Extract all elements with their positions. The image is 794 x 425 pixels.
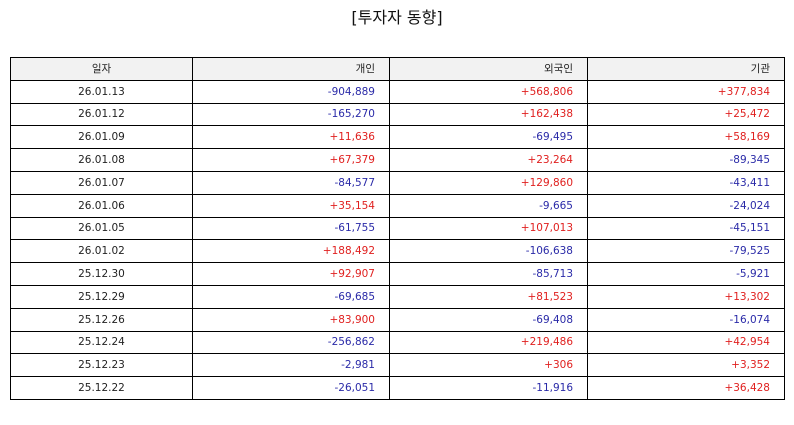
foreign-cell: +306 — [389, 353, 588, 378]
institution-cell: +377,834 — [587, 79, 785, 104]
individual-cell: +11,636 — [192, 125, 390, 150]
foreign-cell: +23,264 — [389, 148, 588, 172]
header-institution: 기관 — [587, 57, 785, 81]
foreign-cell: +219,486 — [389, 330, 588, 355]
institution-cell: -89,345 — [587, 148, 785, 172]
foreign-cell: +162,438 — [389, 102, 588, 127]
date-cell: 25.12.22 — [10, 376, 193, 400]
individual-cell: +67,379 — [192, 148, 390, 172]
page-title: [투자자 동향] — [351, 8, 443, 27]
institution-cell: +13,302 — [587, 284, 785, 309]
foreign-cell: -11,916 — [389, 376, 588, 400]
institution-cell: +3,352 — [587, 353, 785, 378]
institution-cell: -5,921 — [587, 262, 785, 286]
individual-cell: -84,577 — [192, 170, 390, 195]
table-row: 25.12.30 +92,907 -85,713 -5,921 — [10, 262, 785, 286]
table-row: 26.01.02 +188,492 -106,638 -79,525 — [10, 239, 785, 264]
individual-cell: -26,051 — [192, 376, 390, 400]
institution-cell: -43,411 — [587, 170, 785, 195]
date-cell: 26.01.08 — [10, 148, 193, 172]
foreign-cell: -69,408 — [389, 307, 588, 332]
foreign-cell: -9,665 — [389, 193, 588, 218]
foreign-cell: +107,013 — [389, 216, 588, 241]
date-cell: 26.01.06 — [10, 193, 193, 218]
date-cell: 26.01.13 — [10, 79, 193, 104]
date-cell: 26.01.02 — [10, 239, 193, 264]
header-individual: 개인 — [192, 57, 390, 81]
institution-cell: -79,525 — [587, 239, 785, 264]
institution-cell: +42,954 — [587, 330, 785, 355]
table-row: 25.12.26 +83,900 -69,408 -16,074 — [10, 307, 785, 332]
table-row: 26.01.09 +11,636 -69,495 +58,169 — [10, 125, 785, 150]
table-row: 26.01.07 -84,577 +129,860 -43,411 — [10, 170, 785, 195]
foreign-cell: +129,860 — [389, 170, 588, 195]
individual-cell: -61,755 — [192, 216, 390, 241]
table-header-row: 일자 개인 외국인 기관 — [10, 57, 785, 81]
date-cell: 26.01.09 — [10, 125, 193, 150]
individual-cell: -904,889 — [192, 79, 390, 104]
individual-cell: -165,270 — [192, 102, 390, 127]
individual-cell: +83,900 — [192, 307, 390, 332]
header-date: 일자 — [10, 57, 193, 81]
table-row: 26.01.12 -165,270 +162,438 +25,472 — [10, 102, 785, 127]
table-row: 25.12.24 -256,862 +219,486 +42,954 — [10, 330, 785, 355]
individual-cell: +92,907 — [192, 262, 390, 286]
table-row: 26.01.08 +67,379 +23,264 -89,345 — [10, 148, 785, 172]
date-cell: 26.01.07 — [10, 170, 193, 195]
foreign-cell: +568,806 — [389, 79, 588, 104]
individual-cell: -256,862 — [192, 330, 390, 355]
date-cell: 25.12.23 — [10, 353, 193, 378]
date-cell: 25.12.30 — [10, 262, 193, 286]
individual-cell: +35,154 — [192, 193, 390, 218]
table-row: 26.01.06 +35,154 -9,665 -24,024 — [10, 193, 785, 218]
foreign-cell: +81,523 — [389, 284, 588, 309]
institution-cell: +58,169 — [587, 125, 785, 150]
institution-cell: -16,074 — [587, 307, 785, 332]
investor-trend-table: 일자 개인 외국인 기관 26.01.13 -904,889 +568,806 +37… — [10, 57, 785, 400]
institution-cell: -45,151 — [587, 216, 785, 241]
table-row: 25.12.23 -2,981 +306 +3,352 — [10, 353, 785, 378]
foreign-cell: -69,495 — [389, 125, 588, 150]
individual-cell: +188,492 — [192, 239, 390, 264]
table-body: 26.01.13 -904,889 +568,806 +377,834 26.01.12… — [10, 79, 785, 400]
header-foreign: 외국인 — [389, 57, 588, 81]
date-cell: 25.12.26 — [10, 307, 193, 332]
individual-cell: -69,685 — [192, 284, 390, 309]
date-cell: 26.01.05 — [10, 216, 193, 241]
table-row: 26.01.13 -904,889 +568,806 +377,834 — [10, 79, 785, 104]
foreign-cell: -106,638 — [389, 239, 588, 264]
date-cell: 25.12.24 — [10, 330, 193, 355]
table-row: 26.01.05 -61,755 +107,013 -45,151 — [10, 216, 785, 241]
table-row: 25.12.29 -69,685 +81,523 +13,302 — [10, 284, 785, 309]
individual-cell: -2,981 — [192, 353, 390, 378]
date-cell: 25.12.29 — [10, 284, 193, 309]
institution-cell: +36,428 — [587, 376, 785, 400]
date-cell: 26.01.12 — [10, 102, 193, 127]
institution-cell: -24,024 — [587, 193, 785, 218]
table-row: 25.12.22 -26,051 -11,916 +36,428 — [10, 376, 785, 400]
institution-cell: +25,472 — [587, 102, 785, 127]
foreign-cell: -85,713 — [389, 262, 588, 286]
